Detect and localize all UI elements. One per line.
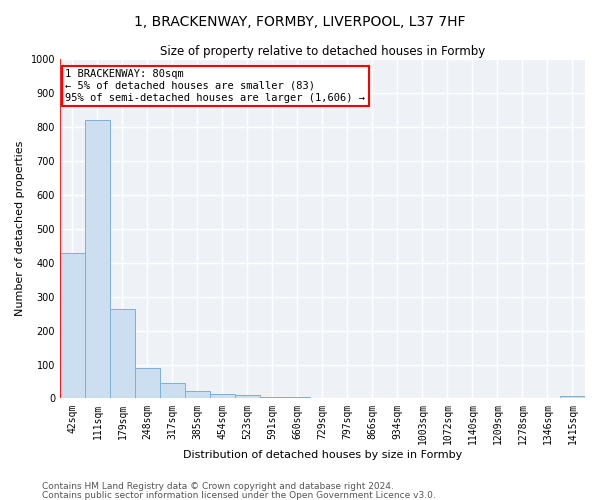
Y-axis label: Number of detached properties: Number of detached properties [15,141,25,316]
Text: Contains public sector information licensed under the Open Government Licence v3: Contains public sector information licen… [42,490,436,500]
Bar [210,394,235,398]
Text: Contains HM Land Registry data © Crown copyright and database right 2024.: Contains HM Land Registry data © Crown c… [42,482,394,491]
Bar [260,397,285,398]
Bar [85,120,110,398]
Bar [135,368,160,398]
X-axis label: Distribution of detached houses by size in Formby: Distribution of detached houses by size … [183,450,462,460]
Bar [185,391,210,398]
Bar [560,396,585,398]
Title: Size of property relative to detached houses in Formby: Size of property relative to detached ho… [160,45,485,58]
Text: 1 BRACKENWAY: 80sqm
← 5% of detached houses are smaller (83)
95% of semi-detache: 1 BRACKENWAY: 80sqm ← 5% of detached hou… [65,70,365,102]
Bar [160,383,185,398]
Text: 1, BRACKENWAY, FORMBY, LIVERPOOL, L37 7HF: 1, BRACKENWAY, FORMBY, LIVERPOOL, L37 7H… [134,15,466,29]
Bar [110,308,135,398]
Bar [235,395,260,398]
Bar [60,252,85,398]
